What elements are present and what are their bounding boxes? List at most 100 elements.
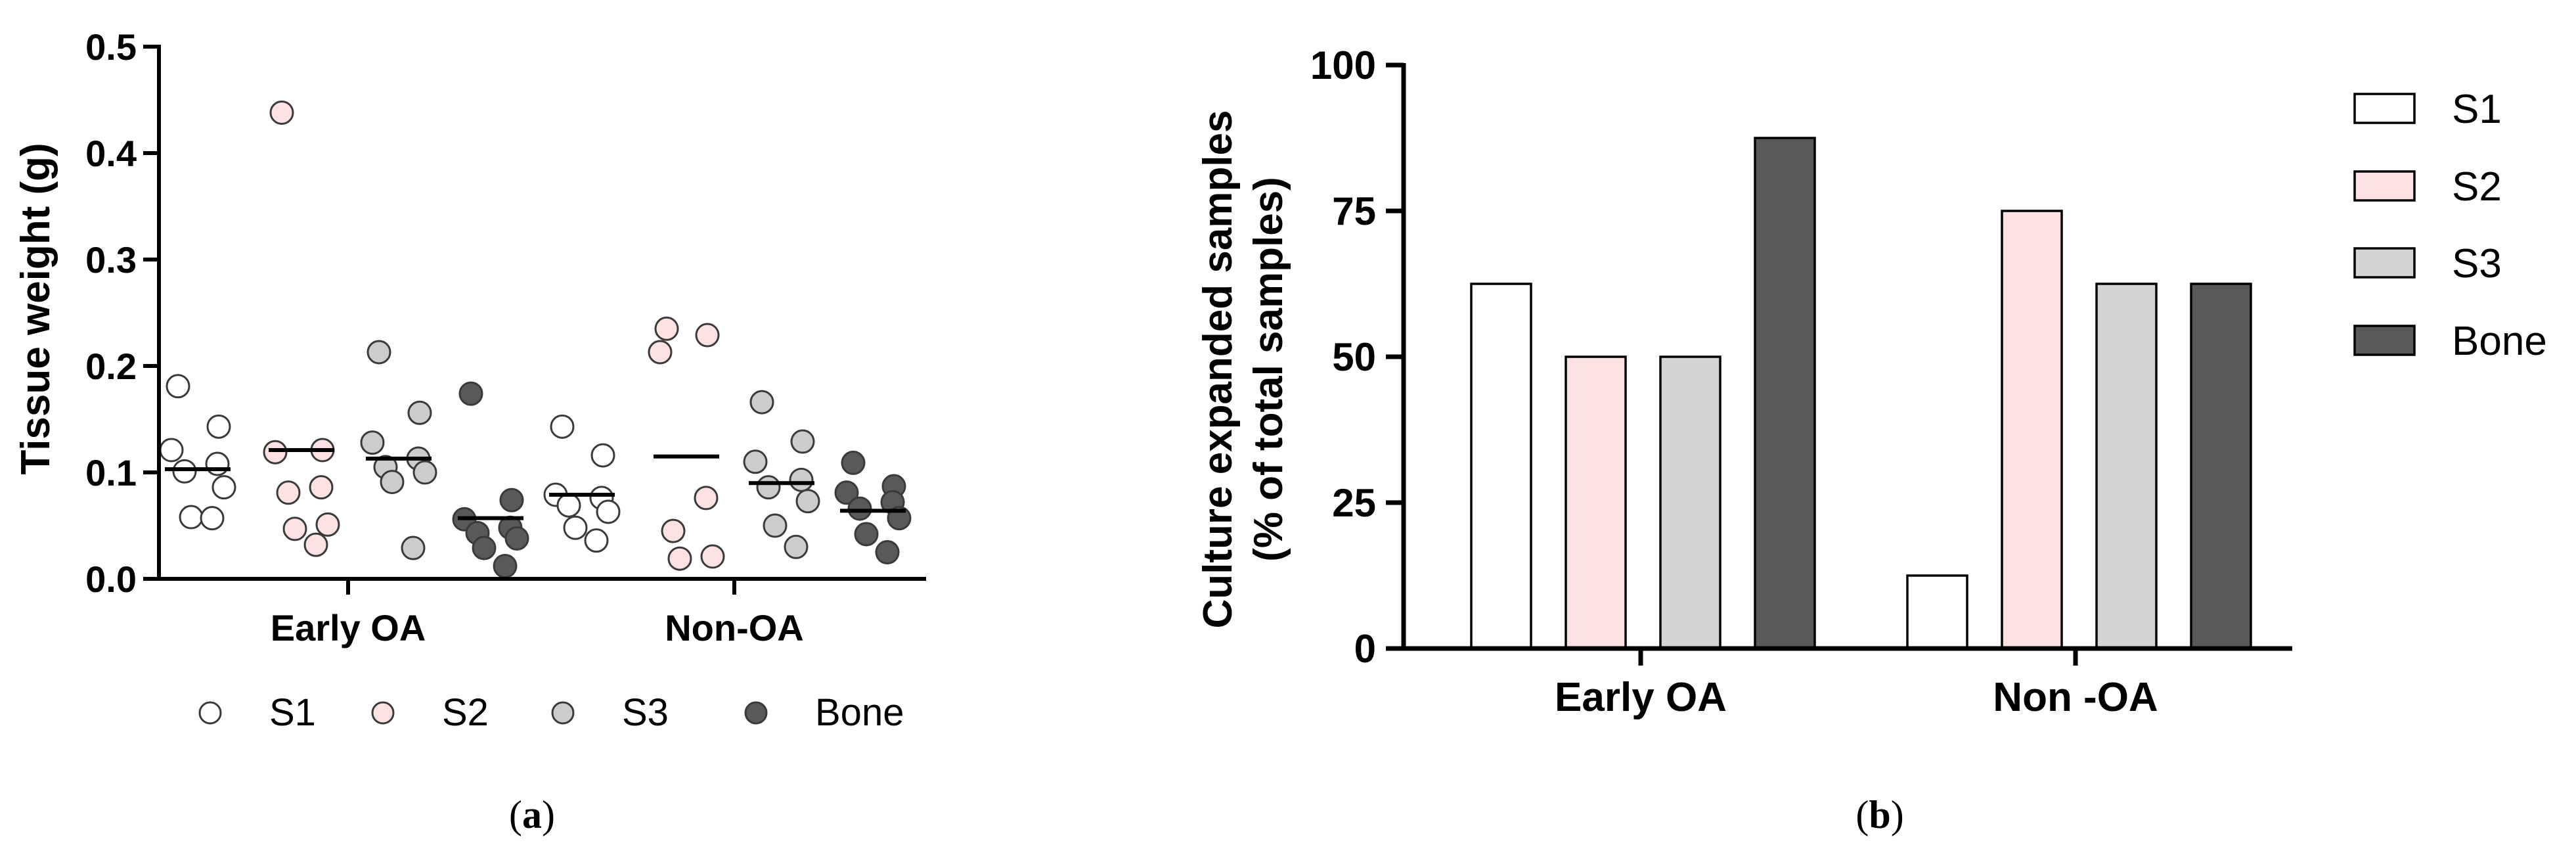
panel-a-point-s2	[315, 512, 340, 537]
panel-b-bar-chart: Culture expanded samples (% of total sam…	[1195, 43, 2547, 836]
panel-a-point-s2	[648, 340, 673, 365]
panel-a-point-bone	[493, 554, 518, 579]
panel-a-point-s1	[590, 443, 615, 468]
panel-a-point-s2	[269, 100, 294, 125]
panel-a-point-s3	[795, 489, 820, 514]
panel-a-point-s1	[179, 505, 204, 530]
panel-b-bar-bone	[1754, 137, 1816, 650]
panel-a-point-s1	[166, 374, 190, 399]
panel-b-bar-s1	[1470, 283, 1532, 650]
panel-a-point-s3	[401, 535, 426, 560]
panel-a-legend-label: Bone	[815, 691, 904, 734]
panel-b-x-category-label: Early OA	[1555, 675, 1727, 720]
panel-a-point-s2	[309, 475, 334, 500]
panel-a-point-bone	[854, 522, 879, 547]
panel-b-legend: S1 S2 S3 Bone	[2353, 87, 2547, 364]
panel-b-x-category-label: Non -OA	[1993, 675, 2158, 720]
panel-a-x-group-label: Non-OA	[665, 607, 804, 648]
panel-a-legend-label: S2	[442, 691, 489, 734]
panel-a-scatter-chart: Tissue weight (g) 0.0 0.1 0.2 0.3 0.4 0.5 Ear…	[13, 26, 926, 836]
panel-a-point-s3	[789, 467, 814, 492]
panel-b-bar-s3	[2095, 283, 2158, 650]
panel-b-y-tick-label: 25	[1332, 481, 1376, 525]
panel-a-point-s3	[412, 460, 437, 485]
panel-b-y-tick-label: 100	[1310, 43, 1376, 87]
panel-a-point-bone	[875, 540, 900, 564]
panel-b-y-tick-label: 0	[1354, 627, 1376, 671]
panel-b-legend-label: S2	[2452, 164, 2502, 210]
panel-a-point-bone	[847, 496, 872, 521]
panel-a-y-tick-label: 0.3	[85, 239, 137, 281]
panel-a-y-tick-label: 0.4	[85, 133, 137, 174]
panel-a-legend: S1 S2 S3 Bone	[198, 691, 904, 734]
panel-a-point-bone	[504, 526, 529, 551]
panel-a-y-tick-label: 0.5	[85, 26, 137, 68]
panel-b-legend-swatch	[2353, 325, 2416, 356]
panel-a-legend-label: S3	[622, 691, 669, 734]
panel-a-point-s1	[172, 459, 197, 484]
panel-a-point-s2	[654, 316, 679, 341]
panel-a-point-s1	[556, 493, 581, 518]
panel-a-point-s1	[211, 475, 236, 500]
panel-a-point-bone	[499, 488, 524, 512]
panel-b-caption: (b)	[1855, 793, 1903, 836]
panel-a-legend-marker	[371, 701, 395, 725]
panel-a-point-s2	[263, 440, 288, 465]
panel-a-point-s2	[700, 544, 725, 569]
panel-b-bar-s2	[2001, 210, 2063, 650]
panel-b-legend-label: Bone	[2452, 319, 2547, 364]
panel-a-point-s3	[749, 390, 774, 415]
panel-a-y-tick-label: 0.0	[85, 558, 137, 600]
panel-a-point-bone	[472, 535, 497, 560]
panel-a-point-s3	[366, 340, 391, 365]
panel-a-point-s1	[596, 499, 621, 524]
panel-b-y-tick-label: 50	[1332, 335, 1376, 379]
panel-b-y-tick-label: 75	[1332, 189, 1376, 233]
panel-b-y-axis-label-line2: (% of total samples)	[1246, 177, 1291, 562]
panel-a-point-s1	[206, 414, 231, 439]
panel-a-point-s2	[694, 486, 719, 511]
panel-a-point-bone	[458, 381, 483, 406]
panel-a-point-bone	[841, 450, 866, 475]
panel-b-legend-label: S1	[2452, 87, 2502, 132]
panel-a-point-s3	[360, 430, 385, 455]
panel-b-legend-swatch	[2353, 93, 2416, 124]
panel-a-point-bone	[834, 480, 859, 505]
panel-a-legend-marker	[744, 701, 768, 725]
panel-a-legend-marker	[551, 701, 575, 725]
panel-a-point-s1	[200, 506, 225, 531]
panel-a-legend-marker	[198, 701, 222, 725]
panel-a-point-s3	[756, 475, 781, 500]
panel-a-legend-label: S1	[269, 691, 316, 734]
panel-a-point-s2	[303, 532, 328, 557]
panel-a-y-tick-label: 0.2	[85, 346, 137, 387]
panel-a-point-s2	[276, 480, 301, 505]
panel-a-point-s2	[661, 518, 686, 543]
panel-a-point-s2	[695, 323, 720, 348]
panel-b-bar-bone	[2190, 283, 2252, 650]
panel-a-point-s3	[763, 513, 788, 538]
panel-a-y-axis-label: Tissue weight (g)	[13, 143, 58, 474]
panel-a-point-s2	[282, 516, 307, 541]
panel-a-point-s1	[205, 451, 230, 476]
panel-a-point-s3	[407, 400, 432, 425]
panel-a-y-tick-label: 0.1	[85, 452, 137, 493]
panel-b-bar-s1	[1906, 574, 1968, 650]
panel-a-point-s1	[159, 438, 184, 463]
panel-b-y-axis-label-line1: Culture expanded samples	[1195, 110, 1241, 628]
panel-a-caption: (a)	[509, 793, 555, 836]
panel-b-bar-s3	[1659, 355, 1721, 650]
panel-a-point-s1	[563, 515, 588, 540]
panel-b-legend-swatch	[2353, 247, 2416, 279]
panel-b-bar-s2	[1565, 355, 1627, 650]
panel-a-point-s1	[550, 414, 575, 439]
panel-a-point-s3	[380, 470, 405, 495]
panel-a-point-s3	[743, 449, 768, 474]
panel-a-point-s2	[667, 546, 692, 571]
panel-a-point-s3	[784, 534, 809, 559]
panel-a-x-group-label: Early OA	[271, 607, 426, 648]
panel-b-legend-swatch	[2353, 170, 2416, 202]
panel-a-point-s3	[790, 429, 815, 454]
panel-a-point-s1	[584, 528, 609, 553]
